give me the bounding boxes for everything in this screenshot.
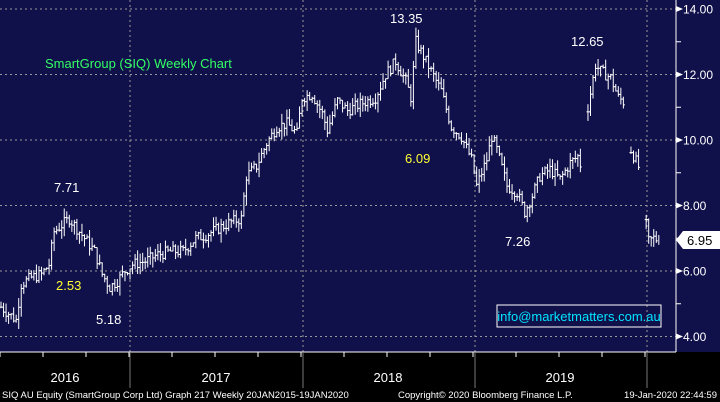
watermark-text: info@marketmatters.com.au [497,309,660,324]
y-tick-label: 14.00 [683,3,713,17]
y-tick-arrow [676,333,683,340]
y-tick-label: 4.00 [683,330,707,344]
y-tick-arrow [676,71,683,78]
last-price-value: 6.95 [687,233,712,248]
price-annotation: 5.18 [96,312,121,327]
price-annotation: 2.53 [56,278,81,293]
y-tick-arrow [676,202,683,209]
x-tick-label: 2016 [51,370,80,385]
x-tick-label: 2018 [374,370,403,385]
x-tick-label: 2019 [546,370,575,385]
watermark-box: info@marketmatters.com.au [496,304,662,328]
y-tick-arrow [676,268,683,274]
price-annotation: 7.71 [54,180,79,195]
price-annotation: 12.65 [571,34,604,49]
grid-lines [0,0,676,352]
y-tick-arrow [676,137,683,143]
price-annotation: 6.09 [405,151,430,166]
y-tick-label: 10.00 [683,134,713,148]
y-tick-arrow [676,6,683,12]
footer-right: 19-Jan-2020 22:44:59 [624,390,717,401]
chart-title: SmartGroup (SIQ) Weekly Chart [45,56,232,71]
annotations: 7.71 2.53 5.18 13.35 6.09 12.65 7.26 [54,11,604,327]
footer-center: Copyright© 2020 Bloomberg Finance L.P. [398,390,573,401]
last-price-tag: 6.95 [676,231,720,249]
price-bars [0,27,660,329]
plot-background [0,0,676,352]
y-tick-label: 8.00 [683,199,707,213]
y-tick-label: 6.00 [683,265,707,279]
y-axis-ticks: 4.00 6.00 8.00 10.00 12.00 14.00 [676,3,713,344]
x-axis: 2016 2017 2018 2019 [0,352,648,388]
axis-background [676,0,720,352]
footer-left: SIQ AU Equity (SmartGroup Corp Ltd) Grap… [2,390,349,401]
x-tick-label: 2017 [202,370,231,385]
y-tick-label: 12.00 [683,68,713,82]
price-annotation: 13.35 [390,11,423,26]
price-annotation: 7.26 [505,234,530,249]
